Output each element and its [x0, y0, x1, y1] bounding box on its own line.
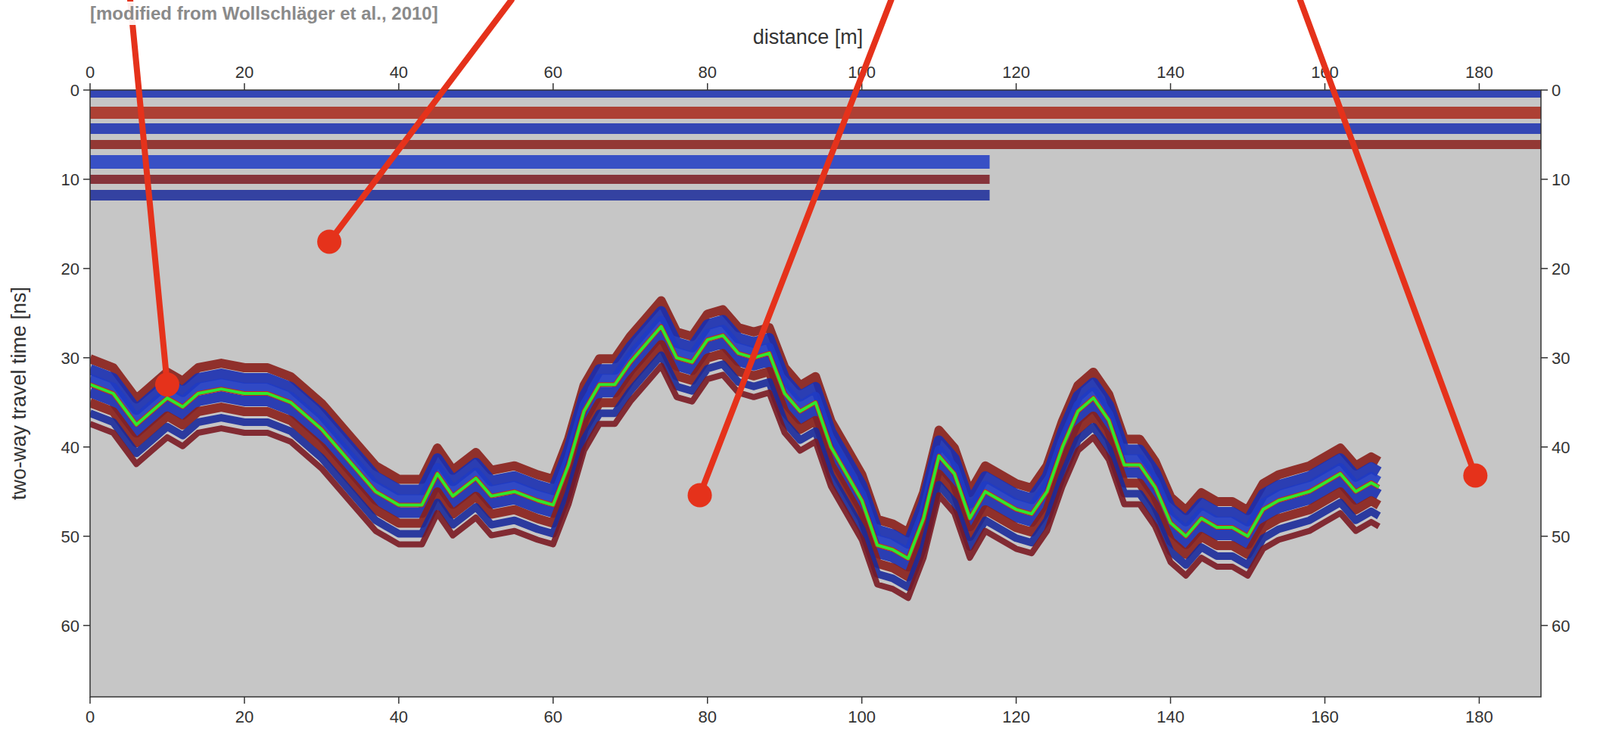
x-tick [89, 697, 91, 704]
y-tick-label: 50 [1551, 527, 1570, 547]
y-tick-label: 60 [1551, 616, 1570, 636]
x-tick [89, 83, 91, 91]
x-tick-label: 20 [235, 62, 254, 82]
y-tick-label: 10 [61, 170, 80, 190]
y-tick-label: 60 [61, 616, 80, 636]
surface-band [90, 189, 990, 201]
x-tick-label: 180 [1465, 62, 1494, 82]
x-axis-title: distance [m] [753, 25, 864, 49]
x-tick [706, 83, 709, 91]
y-tick-label: 30 [1551, 348, 1570, 368]
surface-band [90, 174, 990, 184]
x-tick [1478, 697, 1481, 704]
chart: 0020204040606080801001001201201401401601… [0, 0, 1600, 743]
x-tick [1015, 697, 1018, 704]
y-tick-label: 0 [70, 80, 80, 100]
surface-band [90, 90, 1541, 98]
pointer-line [1300, 0, 1476, 477]
x-tick [398, 83, 400, 91]
plot-area [90, 90, 1541, 598]
plot-background [90, 90, 1541, 698]
x-tick-label: 80 [698, 707, 717, 727]
reflection-core [90, 326, 1379, 560]
x-tick [1324, 697, 1327, 704]
pointer-dot [1463, 463, 1488, 489]
y-tick [83, 446, 91, 449]
x-tick-label: 0 [85, 62, 95, 82]
picked-horizon [90, 326, 1379, 560]
x-tick-label: 40 [389, 62, 408, 82]
pointer-line [329, 0, 512, 243]
y-tick [1540, 357, 1548, 359]
x-tick-label: 20 [235, 707, 254, 727]
x-tick-label: 60 [544, 707, 563, 727]
pointer-line [700, 0, 892, 495]
y-tick [83, 535, 91, 538]
x-tick [1324, 83, 1327, 91]
surface-band [90, 123, 1541, 134]
y-tick [83, 357, 91, 359]
x-tick-label: 0 [85, 707, 95, 727]
text-patch [748, 24, 869, 50]
x-tick [552, 83, 555, 91]
y-tick [1540, 89, 1548, 91]
x-tick [706, 697, 709, 704]
y-tick-label: 40 [1551, 438, 1570, 458]
y-tick [83, 267, 91, 270]
x-tick [398, 697, 400, 704]
y-tick [1540, 178, 1548, 181]
y-tick [1540, 446, 1548, 449]
x-tick-label: 140 [1156, 707, 1185, 727]
x-tick [552, 697, 555, 704]
y-tick [1540, 625, 1548, 627]
y-axis-title: two-way travel time [ns] [7, 286, 31, 501]
x-tick [1478, 83, 1481, 91]
y-tick-label: 20 [1551, 259, 1570, 279]
pointer-dot [317, 230, 342, 255]
x-tick [861, 697, 863, 704]
y-tick-label: 40 [61, 438, 80, 458]
x-tick-label: 140 [1156, 62, 1185, 82]
x-tick-label: 160 [1310, 707, 1339, 727]
y-tick [1540, 267, 1548, 270]
x-tick [1170, 697, 1172, 704]
plot-frame [90, 90, 1541, 698]
x-tick-label: 80 [698, 62, 717, 82]
text-patch [85, 1, 443, 25]
surface-band [90, 106, 1541, 119]
x-tick-label: 40 [389, 707, 408, 727]
y-tick-label: 50 [61, 527, 80, 547]
pointer-dot [155, 372, 180, 397]
y-tick [1540, 535, 1548, 538]
y-tick-label: 20 [61, 259, 80, 279]
y-tick [83, 625, 91, 627]
x-tick [1170, 83, 1172, 91]
y-tick-label: 10 [1551, 170, 1570, 190]
source-note: [modified from Wollschläger et al., 2010… [90, 3, 439, 24]
x-tick-label: 120 [1002, 62, 1031, 82]
y-tick-label: 30 [61, 348, 80, 368]
surface-band [90, 140, 1541, 150]
pointer-dot [687, 482, 713, 508]
y-tick-label: 0 [1551, 80, 1561, 100]
x-tick-label: 60 [544, 62, 563, 82]
y-tick [83, 89, 91, 91]
x-tick [243, 697, 246, 704]
surface-band [90, 155, 990, 169]
x-tick-label: 100 [847, 707, 876, 727]
pointer-line [130, 0, 168, 385]
x-tick [243, 83, 246, 91]
x-tick-label: 120 [1002, 707, 1031, 727]
y-tick [83, 178, 91, 181]
x-tick-label: 180 [1465, 707, 1494, 727]
x-tick [1015, 83, 1018, 91]
